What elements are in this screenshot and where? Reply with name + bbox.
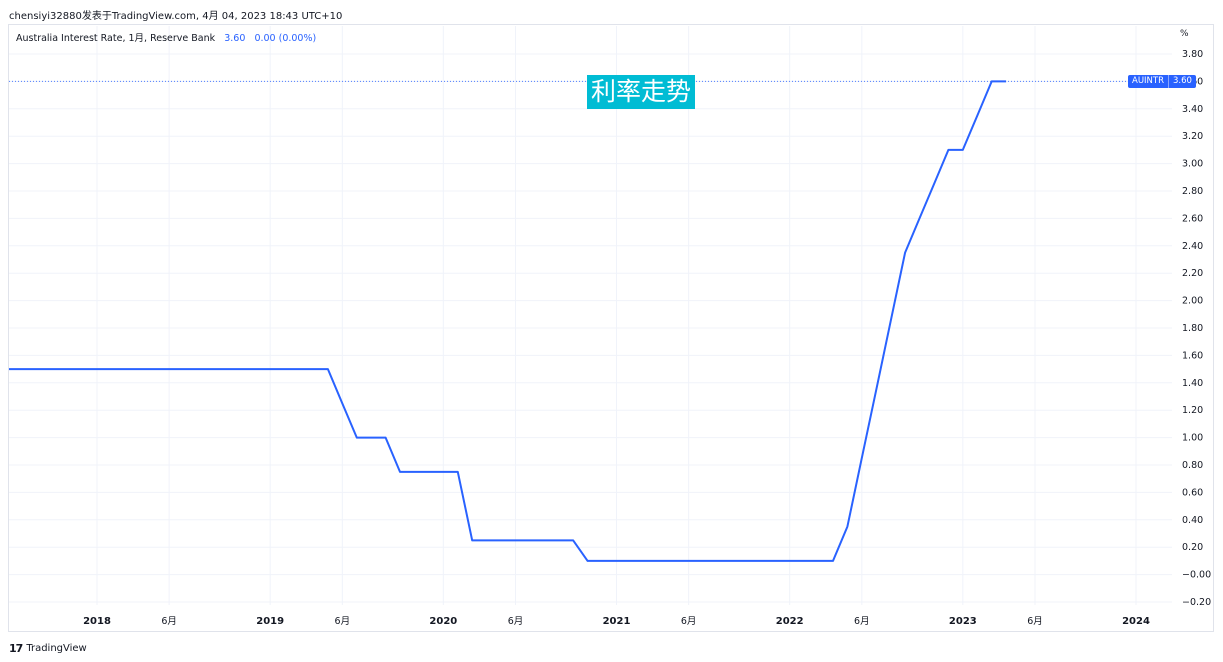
x-tick-label: 2024 — [1122, 616, 1150, 627]
y-tick-label: 2.80 — [1182, 186, 1203, 197]
legend-last-value: 3.60 — [224, 33, 246, 44]
y-tick-label: 1.80 — [1182, 323, 1203, 334]
y-tick-label: 2.40 — [1182, 241, 1203, 252]
publish-info: chensiyi32880发表于TradingView.com, 4月 04, … — [9, 11, 343, 22]
y-tick-label: 3.40 — [1182, 104, 1203, 115]
series — [9, 80, 1007, 562]
y-tick-label: 2.60 — [1182, 213, 1203, 224]
x-tick-label: 6月 — [335, 616, 351, 627]
y-tick-label: 1.20 — [1182, 405, 1203, 416]
y-tick-label: 1.40 — [1182, 378, 1203, 389]
tradingview-logo-icon: 17 — [9, 642, 23, 655]
y-axis: 3.803.603.403.203.002.802.602.402.202.00… — [1182, 49, 1211, 608]
y-tick-label: 0.60 — [1182, 487, 1203, 498]
x-tick-label: 2022 — [776, 616, 804, 627]
y-tick-label: 3.20 — [1182, 131, 1203, 142]
x-tick-label: 2018 — [83, 616, 111, 627]
y-tick-label: 1.60 — [1182, 350, 1203, 361]
x-tick-label: 2021 — [603, 616, 631, 627]
chart-annotation[interactable]: 利率走势 — [587, 75, 696, 109]
y-tick-label: −0.00 — [1182, 570, 1211, 581]
x-axis: 2018 6月 2019 6月 2020 6月 2021 6月 2022 6月 2023 6月 2024 — [83, 616, 1150, 627]
y-tick-label: 0.20 — [1182, 542, 1203, 553]
grid — [9, 26, 1172, 605]
price-tag-value: 3.60 — [1168, 75, 1196, 88]
y-tick-label: 2.00 — [1182, 296, 1203, 307]
y-tick-label: 1.00 — [1182, 433, 1203, 444]
legend-symbol: Australia Interest Rate, 1月, Reserve Ban… — [16, 33, 216, 44]
x-tick-label: 6月 — [854, 616, 870, 627]
y-tick-label: −0.20 — [1182, 597, 1211, 608]
x-tick-label: 6月 — [161, 616, 177, 627]
chart-frame — [8, 24, 1214, 632]
y-tick-label: 2.20 — [1182, 268, 1203, 279]
x-tick-label: 6月 — [1027, 616, 1043, 627]
x-tick-label: 6月 — [681, 616, 697, 627]
price-tag: AUINTR 3.60 — [1128, 75, 1196, 88]
chart-legend[interactable]: Australia Interest Rate, 1月, Reserve Ban… — [16, 30, 316, 44]
y-tick-label: 3.00 — [1182, 159, 1203, 170]
tradingview-logo[interactable]: 17 TradingView — [9, 642, 87, 655]
y-tick-label: 0.80 — [1182, 460, 1203, 471]
x-tick-label: 2019 — [256, 616, 284, 627]
x-tick-label: 6月 — [508, 616, 524, 627]
y-tick-label: 3.80 — [1182, 49, 1203, 60]
legend-change: 0.00 (0.00%) — [254, 33, 317, 44]
x-tick-label: 2020 — [429, 616, 457, 627]
series-line — [9, 80, 1007, 562]
price-tag-symbol: AUINTR — [1132, 76, 1164, 86]
tradingview-brand: TradingView — [26, 643, 87, 654]
y-axis-unit: % — [1180, 29, 1189, 39]
y-tick-label: 0.40 — [1182, 515, 1203, 526]
x-tick-label: 2023 — [949, 616, 977, 627]
